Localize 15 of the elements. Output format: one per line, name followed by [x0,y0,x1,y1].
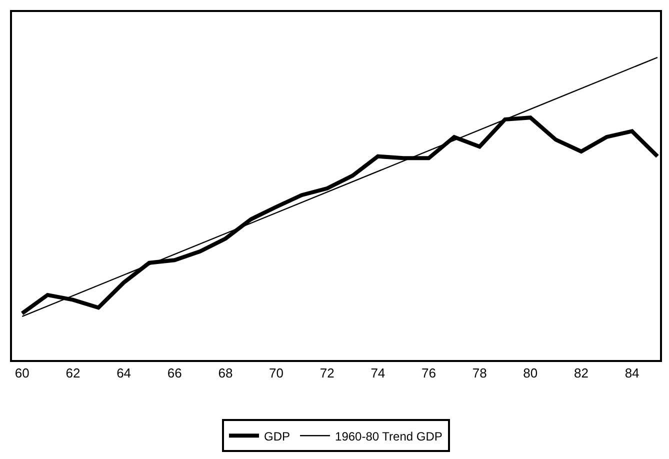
x-tick-label: 70 [269,366,284,381]
x-tick-label: 74 [370,366,386,381]
x-tick-label: 78 [472,366,487,381]
x-tick-label: 84 [624,366,640,381]
x-tick-label: 66 [167,366,182,381]
x-tick-label: 72 [320,366,334,381]
x-tick-label: 68 [218,366,233,381]
x-tick-label: 80 [523,366,538,381]
x-tick-label: 64 [116,366,132,381]
x-tick-label: 60 [14,366,30,381]
legend-label: GDP [264,429,290,444]
x-tick-label: 76 [422,366,436,381]
x-tick-label: 62 [66,366,80,381]
legend-label: 1960-80 Trend GDP [335,429,442,444]
x-tick-label: 82 [574,366,588,381]
